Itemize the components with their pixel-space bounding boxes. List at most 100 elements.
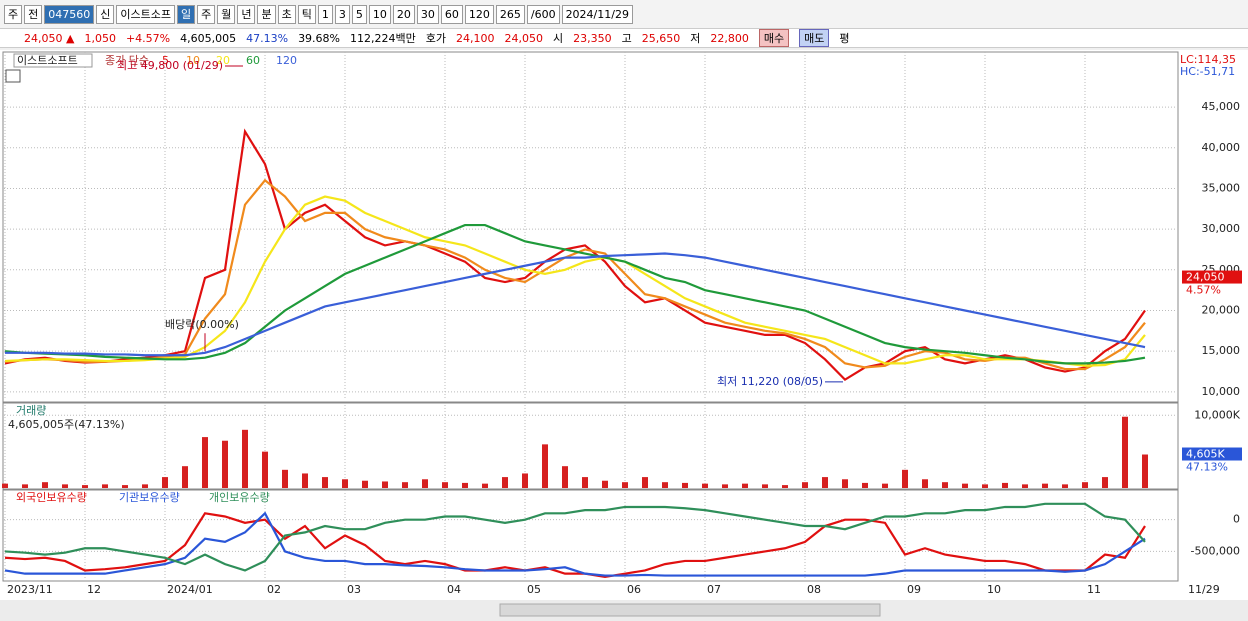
toolbar-button[interactable]: 신 [96, 4, 115, 24]
toolbar-button[interactable]: 3 [334, 4, 350, 24]
bar [682, 482, 688, 488]
bid: 24,050 [504, 31, 544, 45]
toolbar-button[interactable]: 5 [351, 4, 367, 24]
y-tick-label: 10,000K [1194, 408, 1240, 421]
legend-item: 20 [216, 54, 230, 67]
legend-item: 60 [246, 54, 260, 67]
volume-summary: 4,605,005주(47.13%) [8, 418, 125, 431]
toolbar-button[interactable]: 60 [440, 4, 463, 24]
bar [222, 440, 228, 488]
label: 저 [690, 32, 701, 45]
bar [722, 484, 728, 488]
toolbar: 주 전 047560 신 이스트소프 일 주 월 년 분 초 틱 1 3 5 10 20 30 60 120 265/6… [0, 0, 1248, 28]
y-tick-label: 30,000 [1202, 222, 1241, 235]
buy-button[interactable]: 매수 [758, 29, 790, 47]
current-label: 24,050 [1186, 271, 1225, 284]
avg-button[interactable]: 평 [839, 32, 850, 45]
bar [1082, 482, 1088, 488]
bar [542, 444, 548, 488]
price: 24,050 ▲ [24, 31, 75, 45]
current-box [1182, 447, 1242, 461]
panel-icon[interactable] [5, 69, 21, 83]
toolbar-button[interactable]: 전 [24, 4, 43, 24]
hc-label: HC:-51,71 [1180, 65, 1235, 78]
label: 호가 [425, 32, 446, 45]
bar [342, 479, 348, 488]
toolbar-button[interactable]: 틱 [297, 4, 316, 24]
bar [742, 483, 748, 488]
x-tick-label: 03 [347, 583, 361, 596]
annotation: 배당락(0.00%) [165, 318, 239, 331]
bar [522, 473, 528, 488]
x-tick-label: 02 [267, 583, 281, 596]
bar [42, 482, 48, 488]
bar [882, 483, 888, 488]
bar [2, 483, 8, 488]
change: 1,050 [84, 31, 116, 45]
bar [242, 429, 248, 488]
x-tick-label: 06 [627, 583, 641, 596]
y-tick-label: 40,000 [1202, 141, 1241, 154]
toolbar-button[interactable]: /600 [526, 4, 560, 24]
toolbar-button[interactable]: 10 [368, 4, 391, 24]
x-tick-label: 10 [987, 583, 1001, 596]
annotation: 최저 11,220 (08/05) [717, 375, 823, 388]
x-tick-label: 07 [707, 583, 721, 596]
y-tick-label: -500,000 [1191, 544, 1240, 557]
bar [962, 483, 968, 488]
bar [762, 484, 768, 488]
bar [162, 477, 168, 488]
current-box [1182, 270, 1242, 284]
bar [262, 451, 268, 488]
bar [422, 479, 428, 488]
y-tick-label: 10,000 [1202, 385, 1241, 398]
toolbar-button[interactable]: 20 [392, 4, 415, 24]
toolbar-button[interactable]: 년 [237, 4, 256, 24]
open: 23,350 [573, 31, 612, 45]
toolbar-button[interactable]: 주 [197, 4, 216, 24]
info-bar: 24,050 ▲ 1,050 +4.57% 4,605,005 47.13% 3… [0, 28, 1248, 48]
x-end-label: 11/29 [1188, 583, 1220, 596]
toolbar-button[interactable]: 이스트소프 [116, 4, 175, 24]
label: 시 [553, 32, 564, 45]
bar [802, 482, 808, 488]
toolbar-button[interactable]: 1 [317, 4, 333, 24]
toolbar-button[interactable]: 월 [217, 4, 236, 24]
scroll-thumb[interactable] [499, 603, 881, 617]
bar [182, 466, 188, 488]
bar [22, 484, 28, 488]
bar [462, 482, 468, 488]
bar [1142, 454, 1148, 488]
turnover: 47.13% [246, 31, 289, 45]
toolbar-button[interactable]: 초 [277, 4, 296, 24]
price-frame [2, 51, 1179, 403]
toolbar-button[interactable]: 주 [4, 4, 23, 24]
stock-name: 이스트소프트 [17, 54, 78, 67]
legend-item: 개인보유수량 [209, 491, 270, 504]
legend-item: 외국인보유수량 [16, 491, 87, 504]
toolbar-button[interactable]: 2024/11/29 [561, 4, 633, 24]
toolbar-button[interactable]: 분 [257, 4, 276, 24]
toolbar-button[interactable]: 120 [464, 4, 494, 24]
bar [782, 485, 788, 488]
sell-button[interactable]: 매도 [799, 29, 830, 47]
x-tick-label: 12 [87, 583, 101, 596]
current-pct: 47.13% [1186, 461, 1228, 474]
x-tick-label: 08 [807, 583, 821, 596]
y-tick-label: 45,000 [1202, 100, 1241, 113]
series-line [4, 512, 1146, 578]
toolbar-button[interactable]: 047560 [44, 4, 95, 24]
label: 고 [621, 32, 632, 45]
bar [82, 485, 88, 488]
bar [982, 484, 988, 488]
toolbar-button[interactable]: 30 [416, 4, 439, 24]
holdings-frame [2, 489, 1179, 582]
toolbar-button[interactable]: 265 [495, 4, 525, 24]
bar [1042, 483, 1048, 488]
series-line [4, 128, 1146, 382]
toolbar-button[interactable]: 일 [176, 4, 196, 24]
bar [1002, 482, 1008, 488]
bar [622, 482, 628, 488]
bar [582, 477, 588, 488]
